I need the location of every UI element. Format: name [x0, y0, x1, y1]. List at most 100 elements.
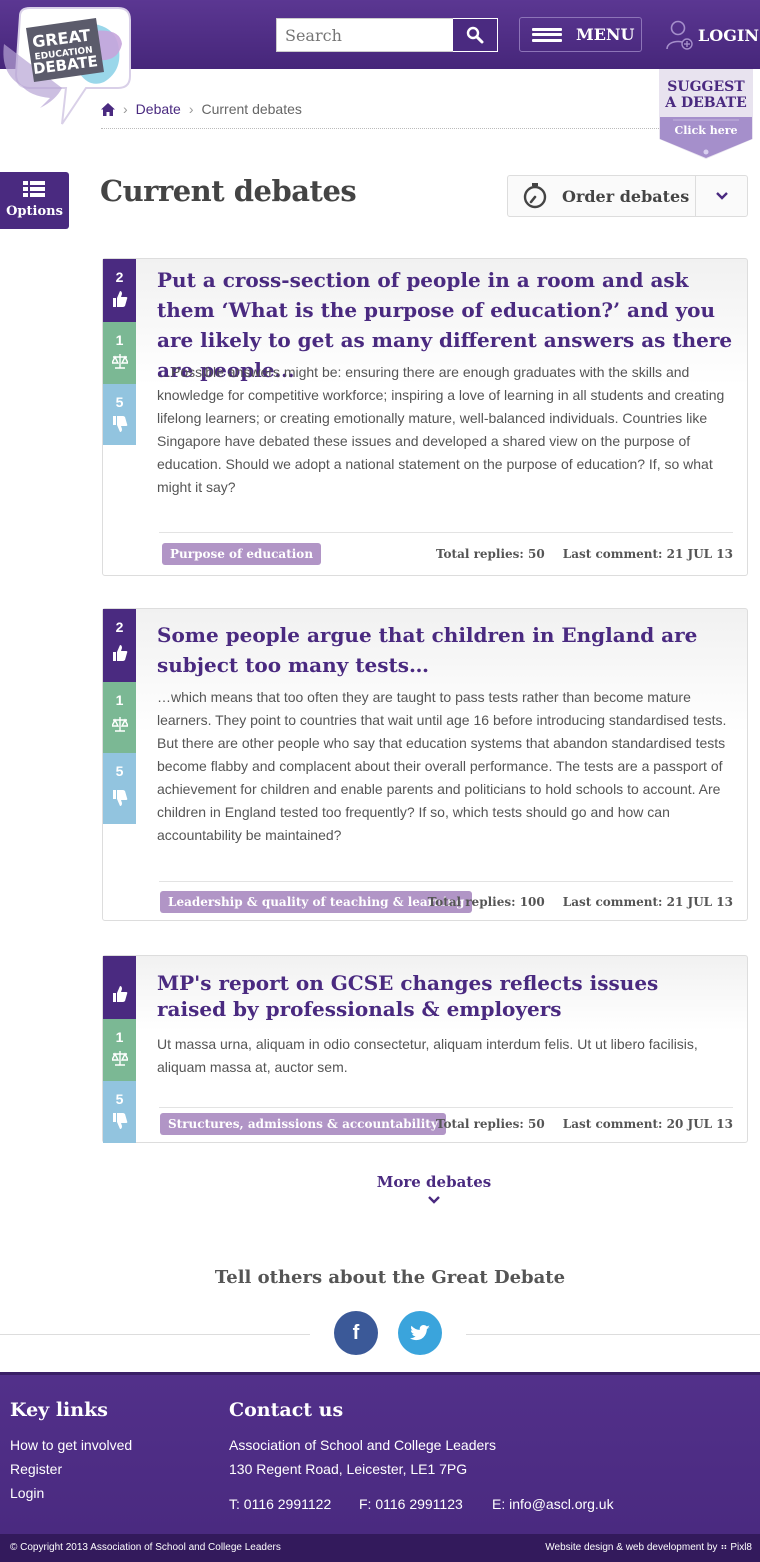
breadcrumb-separator: › — [123, 101, 128, 117]
card-divider — [159, 532, 733, 533]
thumbs-down-icon — [113, 1113, 128, 1129]
vote-column: 2 1 5 — [103, 609, 136, 824]
debate-tag[interactable]: Structures, admissions & accountability — [160, 1113, 446, 1135]
options-label: Options — [6, 204, 63, 219]
share-divider-right — [466, 1334, 760, 1335]
contact-email[interactable]: E: info@ascl.org.uk — [492, 1496, 614, 1512]
vote-column: 1 5 — [103, 956, 136, 1143]
twitter-share-button[interactable] — [398, 1311, 442, 1355]
total-replies: Total replies: 50 — [435, 1117, 545, 1131]
last-comment: Last comment: 21 JUL 13 — [562, 895, 733, 909]
suggest-title-line-2: A DEBATE — [665, 95, 747, 111]
vote-neutral-count: 1 — [115, 332, 124, 348]
total-replies: Total replies: 100 — [427, 895, 545, 909]
search-icon — [466, 26, 484, 44]
suggest-debate-tab[interactable]: SUGGEST A DEBATE Click here — [659, 69, 753, 159]
search-input[interactable] — [276, 18, 453, 52]
thumbs-down-icon — [113, 790, 128, 806]
footer-link-register[interactable]: Register — [10, 1461, 63, 1477]
options-button[interactable]: Options — [0, 172, 69, 229]
debate-excerpt: …which means that too often they are tau… — [157, 689, 727, 843]
menu-button[interactable]: MENU — [519, 17, 642, 52]
footer-link-how-to-get-involved[interactable]: How to get involved — [10, 1437, 133, 1453]
order-debates-dropdown[interactable]: Order debates — [507, 175, 748, 217]
vote-neutral-button[interactable]: 1 — [103, 682, 136, 753]
debate-title[interactable]: MP's report on GCSE changes reflects iss… — [157, 971, 659, 1021]
suggest-title: SUGGEST A DEBATE — [659, 79, 753, 111]
vote-neutral-button[interactable]: 1 — [103, 322, 136, 384]
site-footer: Key links How to get involved Register L… — [0, 1372, 760, 1534]
vote-disagree-count: 5 — [115, 394, 124, 410]
vote-disagree-button[interactable]: 5 — [103, 384, 136, 445]
facebook-icon: f — [352, 1321, 360, 1344]
copyright: © Copyright 2013 Association of School a… — [10, 1542, 281, 1553]
vote-column: 2 1 5 — [103, 259, 136, 445]
page-title: Current debates — [100, 174, 357, 208]
total-replies: Total replies: 50 — [435, 547, 545, 561]
vote-disagree-button[interactable]: 5 — [103, 1081, 136, 1143]
stopwatch-icon — [523, 183, 547, 209]
more-debates-label: More debates — [376, 1173, 492, 1191]
vote-agree-count: 2 — [115, 269, 124, 285]
thumbs-down-icon — [113, 416, 128, 432]
contact-fax: F: 0116 2991123 — [359, 1496, 463, 1512]
vote-disagree-count: 5 — [115, 1091, 124, 1107]
vote-agree-button[interactable]: 2 — [103, 259, 136, 322]
debate-card: 1 5 MP's report on GCSE changes reflects… — [102, 955, 748, 1143]
debate-card: 2 1 5 Put a cross-section of people in a… — [102, 258, 748, 576]
card-divider — [159, 1107, 733, 1108]
breadcrumb: › Debate › Current debates — [101, 99, 302, 119]
breadcrumb-link-debate[interactable]: Debate — [135, 101, 181, 117]
menu-label: MENU — [576, 25, 635, 44]
scales-icon — [112, 1051, 128, 1066]
home-icon[interactable] — [101, 102, 115, 116]
developer-credit[interactable]: Website design & web development by ⠶ Pi… — [545, 1542, 752, 1553]
breadcrumb-separator: › — [188, 101, 194, 117]
breadcrumb-current: Current debates — [201, 101, 302, 117]
debate-tag[interactable]: Leadership & quality of teaching & learn… — [160, 891, 473, 913]
last-comment: Last comment: 21 JUL 13 — [562, 547, 733, 561]
vote-neutral-button[interactable]: 1 — [103, 1019, 136, 1081]
debate-meta: Total replies: 50 Last comment: 20 JUL 13 — [436, 1113, 733, 1135]
vote-neutral-count: 1 — [115, 692, 124, 708]
breadcrumb-divider — [101, 128, 661, 129]
more-debates-link[interactable]: More debates — [334, 1173, 534, 1209]
debate-title[interactable]: Put a cross-section of people in a room … — [157, 268, 733, 382]
chevron-down-icon — [428, 1196, 440, 1204]
search-button[interactable] — [453, 18, 498, 52]
footer-link-login[interactable]: Login — [10, 1485, 45, 1501]
debate-tag[interactable]: Purpose of education — [162, 543, 322, 565]
debate-excerpt: Ut massa urna, aliquam in odio consectet… — [157, 1036, 698, 1075]
thumbs-up-icon — [113, 986, 128, 1002]
debate-title[interactable]: Some people argue that children in Engla… — [157, 623, 698, 677]
vote-neutral-count: 1 — [115, 1029, 124, 1045]
order-dropdown-toggle[interactable] — [695, 176, 747, 216]
share-divider-left — [0, 1334, 310, 1335]
contact-title: Contact us — [229, 1399, 344, 1421]
debate-meta: Total replies: 100 Last comment: 21 JUL 1… — [428, 891, 733, 913]
vote-disagree-button[interactable]: 5 — [103, 753, 136, 824]
contact-address: 130 Regent Road, Leicester, LE1 7PG — [229, 1461, 468, 1477]
scales-icon — [112, 354, 128, 369]
debate-meta: Total replies: 50 Last comment: 21 JUL 13 — [436, 543, 733, 565]
contact-phone: T: 0116 2991122 — [229, 1496, 332, 1512]
vote-agree-button[interactable] — [103, 956, 136, 1019]
twitter-icon — [410, 1325, 430, 1341]
share-title: Tell others about the Great Debate — [214, 1267, 566, 1288]
last-comment: Last comment: 20 JUL 13 — [562, 1117, 733, 1131]
debate-card: 2 1 5 Some people argue that children in… — [102, 608, 748, 921]
login-label: LOGIN — [698, 25, 759, 45]
footer-bottom-bar: © Copyright 2013 Association of School a… — [0, 1534, 760, 1562]
user-icon — [666, 20, 693, 50]
login-button[interactable]: LOGIN — [666, 18, 759, 52]
debate-excerpt: …Possible answers might be: ensuring the… — [157, 364, 725, 495]
contact-org: Association of School and College Leader… — [229, 1437, 496, 1453]
vote-agree-button[interactable]: 2 — [103, 609, 136, 682]
key-links-title: Key links — [10, 1399, 108, 1421]
order-debates-label: Order debates — [562, 186, 690, 206]
site-logo[interactable]: GREAT EDUCATION DEBATE — [0, 4, 145, 132]
vote-agree-count: 2 — [115, 619, 124, 635]
chevron-down-icon — [715, 192, 728, 200]
facebook-share-button[interactable]: f — [334, 1311, 378, 1355]
thumbs-up-icon — [113, 645, 128, 661]
